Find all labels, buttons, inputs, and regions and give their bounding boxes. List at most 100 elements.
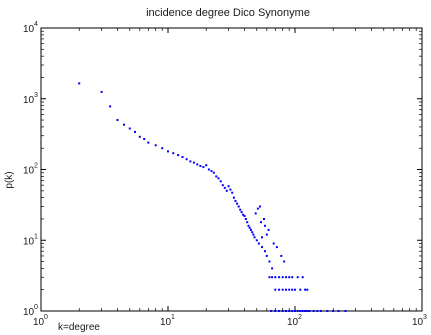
data-point [278, 310, 281, 312]
data-point [227, 185, 230, 188]
data-point [306, 288, 309, 291]
data-point [294, 288, 296, 291]
data-point [271, 276, 274, 279]
data-point [246, 221, 249, 224]
data-point [319, 310, 322, 312]
x-tick-exponent: 0 [44, 314, 48, 321]
data-point [244, 218, 247, 220]
data-point [274, 288, 277, 291]
data-point [299, 310, 302, 312]
data-point [288, 288, 291, 291]
data-point [344, 310, 347, 312]
data-point [256, 207, 259, 210]
data-point [267, 228, 270, 231]
data-point [296, 310, 299, 312]
data-point [291, 276, 294, 279]
data-point [252, 233, 255, 236]
data-point [301, 310, 304, 312]
data-point [172, 152, 175, 155]
data-point [100, 90, 103, 93]
data-point [275, 246, 278, 249]
x-tick-exponent: 3 [423, 314, 427, 321]
data-point [283, 260, 286, 263]
data-point [306, 310, 309, 312]
data-point [189, 160, 192, 163]
data-point [281, 276, 284, 279]
data-point [185, 158, 188, 161]
data-point [181, 156, 184, 158]
data-point [212, 171, 215, 174]
data-point [167, 150, 169, 153]
data-point [215, 175, 218, 178]
data-point [274, 276, 277, 279]
data-point [240, 211, 243, 214]
data-point [260, 221, 262, 224]
data-point [223, 186, 226, 189]
x-axis-label: k=degree [58, 322, 100, 333]
data-point [281, 288, 284, 291]
data-point [123, 123, 125, 126]
data-point [210, 170, 213, 173]
y-tick-exponent: 0 [34, 304, 38, 311]
x-tick-exponent: 1 [171, 314, 175, 321]
data-point [291, 310, 294, 312]
y-tick-label: 10 [23, 307, 35, 318]
data-point [304, 288, 307, 291]
data-point [259, 205, 261, 208]
data-point [264, 224, 266, 227]
y-tick-label: 10 [23, 166, 35, 177]
data-point [296, 276, 299, 279]
data-point [337, 310, 340, 312]
data-point [253, 236, 256, 239]
x-tick-label: 10 [287, 317, 299, 328]
data-point [316, 310, 319, 312]
data-point [143, 138, 146, 140]
data-point [261, 246, 263, 249]
data-point [147, 141, 150, 144]
y-tick-label: 10 [23, 236, 35, 247]
data-point [280, 254, 283, 257]
x-tick-exponent: 2 [298, 314, 302, 321]
plot-area [40, 27, 423, 312]
data-point [288, 310, 291, 312]
data-point [288, 276, 291, 279]
data-point [248, 226, 251, 229]
data-point [192, 161, 195, 164]
data-point [268, 260, 271, 263]
data-point [154, 144, 157, 147]
data-point [237, 205, 240, 208]
data-point [285, 288, 287, 291]
data-point [274, 310, 277, 312]
data-point [301, 276, 304, 279]
data-point [231, 191, 234, 194]
data-point [217, 177, 220, 180]
data-point [250, 228, 252, 231]
data-point [271, 267, 274, 270]
data-point [199, 165, 202, 167]
data-point [254, 212, 257, 215]
data-point [268, 276, 271, 279]
data-point [304, 310, 307, 312]
data-point [232, 196, 235, 199]
y-tick-exponent: 3 [34, 92, 38, 99]
data-point [285, 276, 287, 279]
data-point [229, 188, 232, 191]
data-point [265, 233, 268, 236]
data-point [326, 310, 329, 312]
data-point [207, 168, 210, 171]
x-tick-label: 10 [412, 317, 424, 328]
y-tick-exponent: 4 [34, 21, 38, 28]
data-point [299, 288, 302, 291]
data-point [225, 189, 228, 192]
data-point [332, 310, 335, 312]
data-point [239, 208, 242, 211]
data-point [294, 310, 296, 312]
data-point [128, 127, 131, 130]
data-point [272, 242, 275, 245]
data-point [278, 276, 281, 279]
data-point [247, 224, 250, 227]
y-tick-exponent: 2 [34, 163, 38, 170]
data-point [312, 310, 315, 312]
data-point [278, 288, 281, 291]
